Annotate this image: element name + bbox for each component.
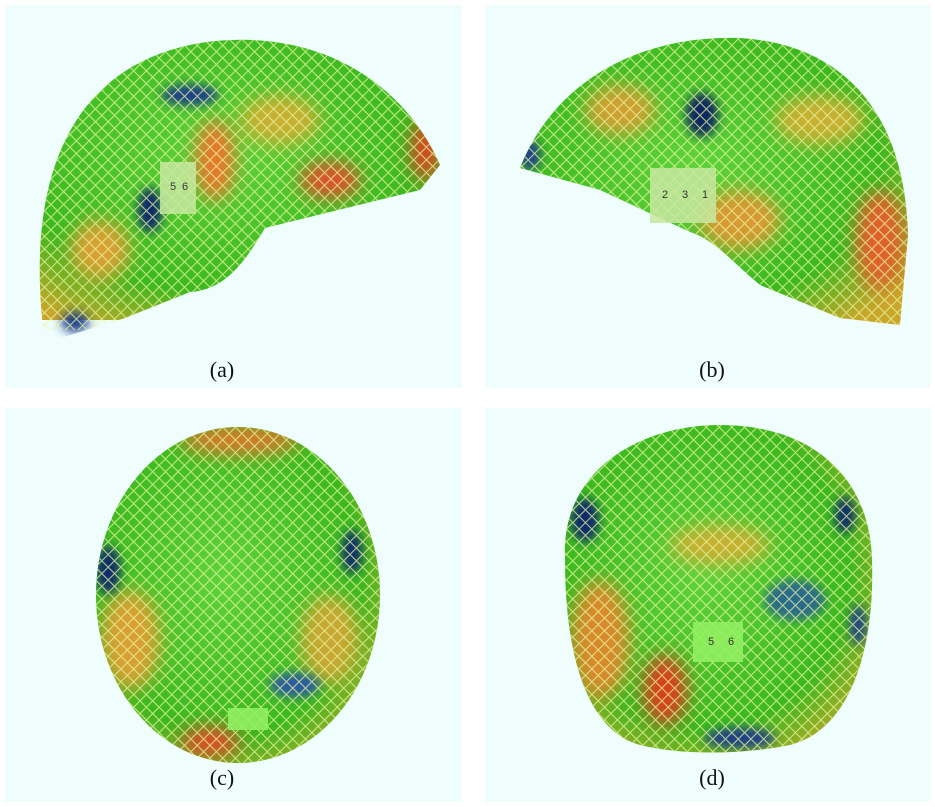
marker (693, 622, 743, 662)
marker (160, 162, 196, 214)
page: 5 6 (a) 2 3 1 (b) (0, 0, 935, 807)
marker-text: 3 (682, 189, 688, 201)
marker-text: 2 (662, 189, 668, 201)
marker (228, 708, 268, 730)
panel-label: (c) (210, 765, 234, 790)
marker-text: 6 (182, 181, 188, 193)
marker-text: 6 (728, 636, 734, 648)
panel-label: (b) (699, 357, 725, 382)
marker-text: 5 (170, 181, 176, 193)
marker-text: 5 (708, 636, 714, 648)
panel-label: (a) (210, 357, 234, 382)
figure: 5 6 (a) 2 3 1 (b) (0, 0, 935, 807)
panel-label: (d) (699, 765, 725, 790)
mesh-d (560, 420, 880, 760)
marker-text: 1 (702, 189, 708, 201)
